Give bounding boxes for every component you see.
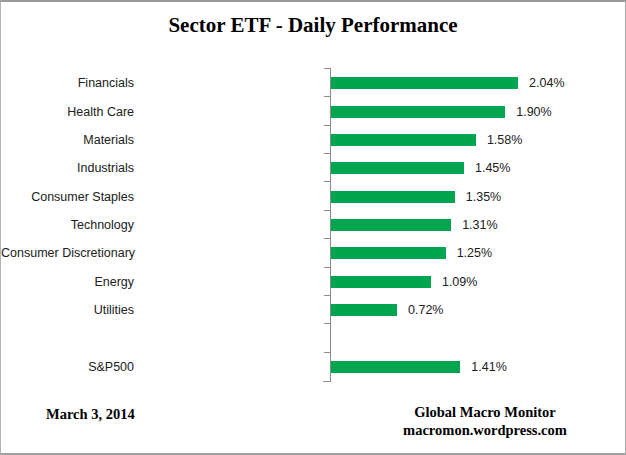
bar-row: Technology 1.31% bbox=[1, 211, 625, 239]
credit-block: Global Macro Monitor macromon.wordpress.… bbox=[370, 403, 600, 439]
bar-row: Financials 2.04% bbox=[1, 69, 625, 97]
chart-title: Sector ETF - Daily Performance bbox=[1, 2, 625, 38]
bar-cell: 1.41% bbox=[330, 353, 625, 381]
value-label: 0.72% bbox=[408, 303, 443, 317]
bar bbox=[331, 304, 397, 316]
bar-cell bbox=[330, 324, 625, 352]
bar bbox=[331, 247, 446, 259]
category-label: Materials bbox=[1, 133, 134, 147]
date-label: March 3, 2014 bbox=[46, 406, 135, 423]
bar-cell: 1.90% bbox=[330, 97, 625, 125]
bar-cell: 1.09% bbox=[330, 268, 625, 296]
value-label: 1.58% bbox=[487, 133, 522, 147]
spacer-row bbox=[1, 324, 625, 352]
bar bbox=[331, 162, 464, 174]
bar-row: Industrials 1.45% bbox=[1, 154, 625, 182]
bar-row: Materials 1.58% bbox=[1, 126, 625, 154]
credit-name: Global Macro Monitor bbox=[370, 403, 600, 421]
bar-cell: 2.04% bbox=[330, 69, 625, 97]
category-label: Utilities bbox=[1, 303, 134, 317]
plot-area: Financials 2.04% Health Care 1.90% Materials… bbox=[1, 69, 625, 382]
bar bbox=[331, 361, 460, 373]
category-label: Technology bbox=[1, 218, 134, 232]
chart-footer: March 3, 2014 Global Macro Monitor macro… bbox=[1, 403, 625, 455]
chart-frame: Sector ETF - Daily Performance Financial… bbox=[0, 0, 626, 455]
bar-row: Consumer Staples 1.35% bbox=[1, 182, 625, 210]
bar-cell: 1.25% bbox=[330, 239, 625, 267]
credit-url: macromon.wordpress.com bbox=[370, 421, 600, 439]
bar-row: Energy 1.09% bbox=[1, 268, 625, 296]
value-label: 1.35% bbox=[466, 190, 501, 204]
value-label: 1.25% bbox=[457, 246, 492, 260]
bar-row: S&P500 1.41% bbox=[1, 353, 625, 381]
value-label: 2.04% bbox=[529, 76, 564, 90]
category-label: Consumer Discretionary bbox=[1, 246, 134, 260]
bar-cell: 1.35% bbox=[330, 182, 625, 210]
bar bbox=[331, 191, 455, 203]
bar-cell: 0.72% bbox=[330, 296, 625, 324]
bar bbox=[331, 219, 451, 231]
category-label: Energy bbox=[1, 275, 134, 289]
bar bbox=[331, 276, 431, 288]
category-label: S&P500 bbox=[1, 360, 134, 374]
value-label: 1.45% bbox=[475, 161, 510, 175]
bar-row: Utilities 0.72% bbox=[1, 296, 625, 324]
category-label: Consumer Staples bbox=[1, 190, 134, 204]
value-label: 1.90% bbox=[516, 105, 551, 119]
bar-row: Health Care 1.90% bbox=[1, 97, 625, 125]
bar-cell: 1.58% bbox=[330, 126, 625, 154]
category-label: Industrials bbox=[1, 161, 134, 175]
bar bbox=[331, 106, 505, 118]
value-label: 1.09% bbox=[442, 275, 477, 289]
bar-cell: 1.31% bbox=[330, 211, 625, 239]
value-label: 1.41% bbox=[471, 360, 506, 374]
bar-cell: 1.45% bbox=[330, 154, 625, 182]
bar-row: Consumer Discretionary 1.25% bbox=[1, 239, 625, 267]
category-label: Financials bbox=[1, 76, 134, 90]
bar bbox=[331, 134, 476, 146]
axis-bottom-tick bbox=[323, 381, 331, 382]
category-label: Health Care bbox=[1, 105, 134, 119]
value-label: 1.31% bbox=[462, 218, 497, 232]
bar bbox=[331, 77, 518, 89]
